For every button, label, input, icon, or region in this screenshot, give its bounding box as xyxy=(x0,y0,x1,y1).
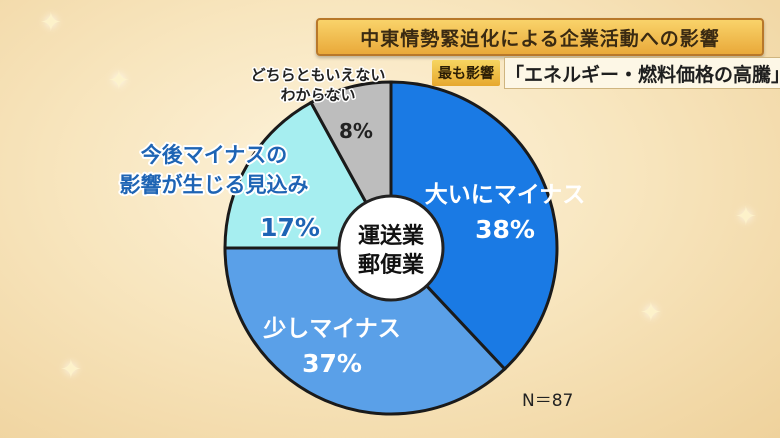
center-circle xyxy=(337,194,445,302)
slice-future-minus-label: 影響が生じる見込み xyxy=(120,173,309,197)
sparkle-decoration: ✦ xyxy=(40,8,62,38)
slice-undecided-label: わからない xyxy=(280,86,355,104)
slice-large-minus-value: 38% xyxy=(475,215,535,244)
sparkle-decoration: ✦ xyxy=(735,202,757,232)
subtitle-row: 最も影響 「エネルギー・燃料価格の高騰」 xyxy=(432,57,780,89)
subtitle-text: 「エネルギー・燃料価格の高騰」 xyxy=(504,57,780,89)
sample-size: N＝87 xyxy=(522,391,574,411)
slice-small-minus-value: 37% xyxy=(302,349,362,378)
sparkle-decoration: ✦ xyxy=(60,355,82,385)
sparkle-decoration: ✦ xyxy=(640,298,662,328)
slice-large-minus xyxy=(389,80,559,372)
center-label-line1: 運送業 xyxy=(358,223,425,249)
slice-undecided-label: どちらともいえない xyxy=(251,66,386,84)
center-label-line2: 郵便業 xyxy=(358,253,425,278)
slice-large-minus-label: 大いにマイナス xyxy=(425,182,586,208)
slice-small-minus xyxy=(223,246,507,416)
slice-undecided-value: 8% xyxy=(339,119,373,143)
subtitle-badge: 最も影響 xyxy=(432,60,500,86)
slice-small-minus-label: 少しマイナス xyxy=(262,316,401,342)
sparkle-decoration: ✦ xyxy=(108,66,130,96)
chart-title: 中東情勢緊迫化による企業活動への影響 xyxy=(316,18,764,56)
slice-future-minus-value: 17% xyxy=(260,213,320,242)
slice-future-minus-label: 今後マイナスの xyxy=(141,143,288,167)
slice-future-minus xyxy=(223,100,394,250)
